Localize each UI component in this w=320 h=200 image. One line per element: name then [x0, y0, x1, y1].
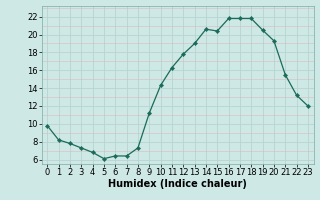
X-axis label: Humidex (Indice chaleur): Humidex (Indice chaleur): [108, 179, 247, 189]
